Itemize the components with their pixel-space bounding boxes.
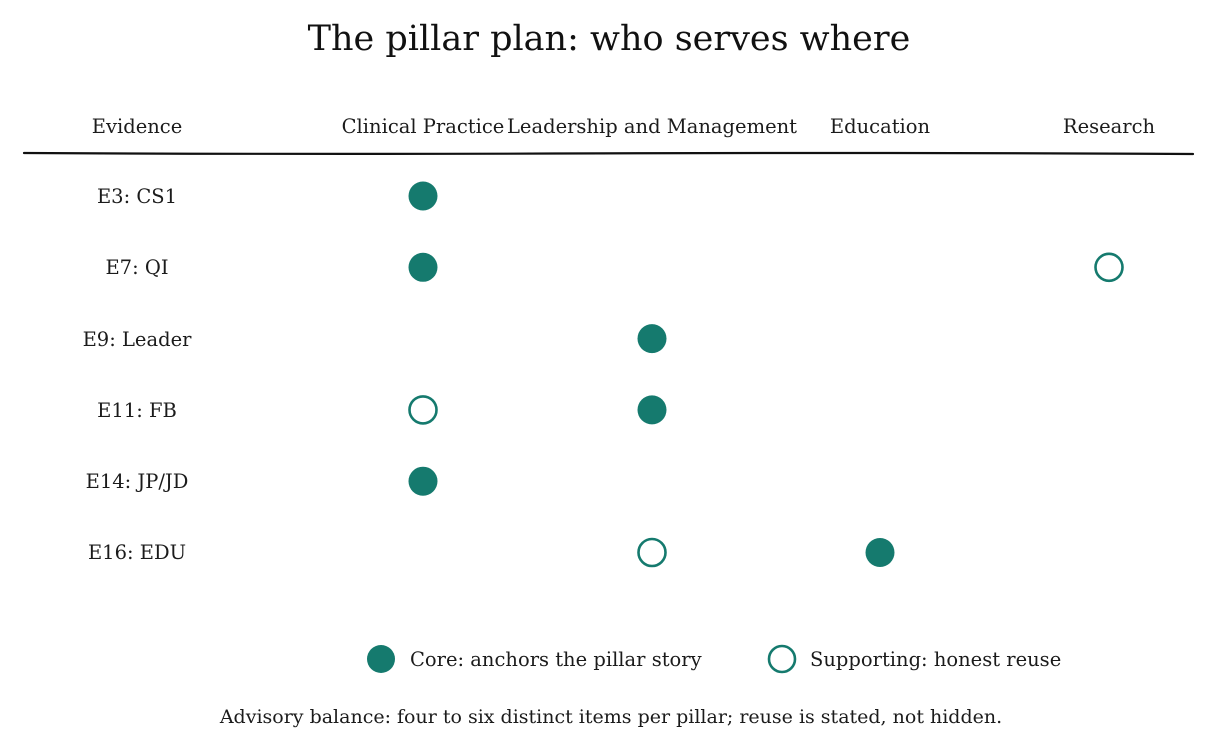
header-leadership-management: Leadership and Management <box>507 115 797 138</box>
legend: Core: anchors the pillar story Supportin… <box>367 644 1061 674</box>
core-marker <box>637 395 667 425</box>
legend-supporting-marker <box>767 644 797 674</box>
row-labels: E3: CS1 E7: QI E9: Leader E11: FB E14: J… <box>83 185 193 564</box>
footnote: Advisory balance: four to six distinct i… <box>219 706 1002 728</box>
row-label: E14: JP/JD <box>86 470 189 493</box>
row-label: E3: CS1 <box>97 185 177 208</box>
core-marker <box>408 466 438 496</box>
header-research: Research <box>1063 115 1156 138</box>
core-marker <box>865 538 895 567</box>
diagram-title: The pillar plan: who serves where <box>308 19 911 59</box>
row-label: E11: FB <box>97 399 177 422</box>
column-headers: Evidence Clinical Practice Leadership an… <box>92 115 1156 138</box>
supporting-marker <box>1094 252 1124 283</box>
row-label: E16: EDU <box>88 541 186 564</box>
legend-core-marker <box>367 645 395 673</box>
assignment-marks <box>408 181 1124 568</box>
header-education: Education <box>830 115 931 138</box>
core-marker <box>637 324 667 354</box>
legend-supporting-label: Supporting: honest reuse <box>810 648 1061 671</box>
core-marker <box>408 252 438 282</box>
row-label: E9: Leader <box>83 328 193 351</box>
header-rule <box>22 151 1195 156</box>
header-clinical-practice: Clinical Practice <box>342 115 505 138</box>
core-marker <box>408 181 438 211</box>
row-label: E7: QI <box>105 256 168 279</box>
legend-core-label: Core: anchors the pillar story <box>410 648 702 671</box>
supporting-marker <box>408 395 438 425</box>
header-evidence: Evidence <box>92 115 183 138</box>
supporting-marker <box>637 537 667 568</box>
